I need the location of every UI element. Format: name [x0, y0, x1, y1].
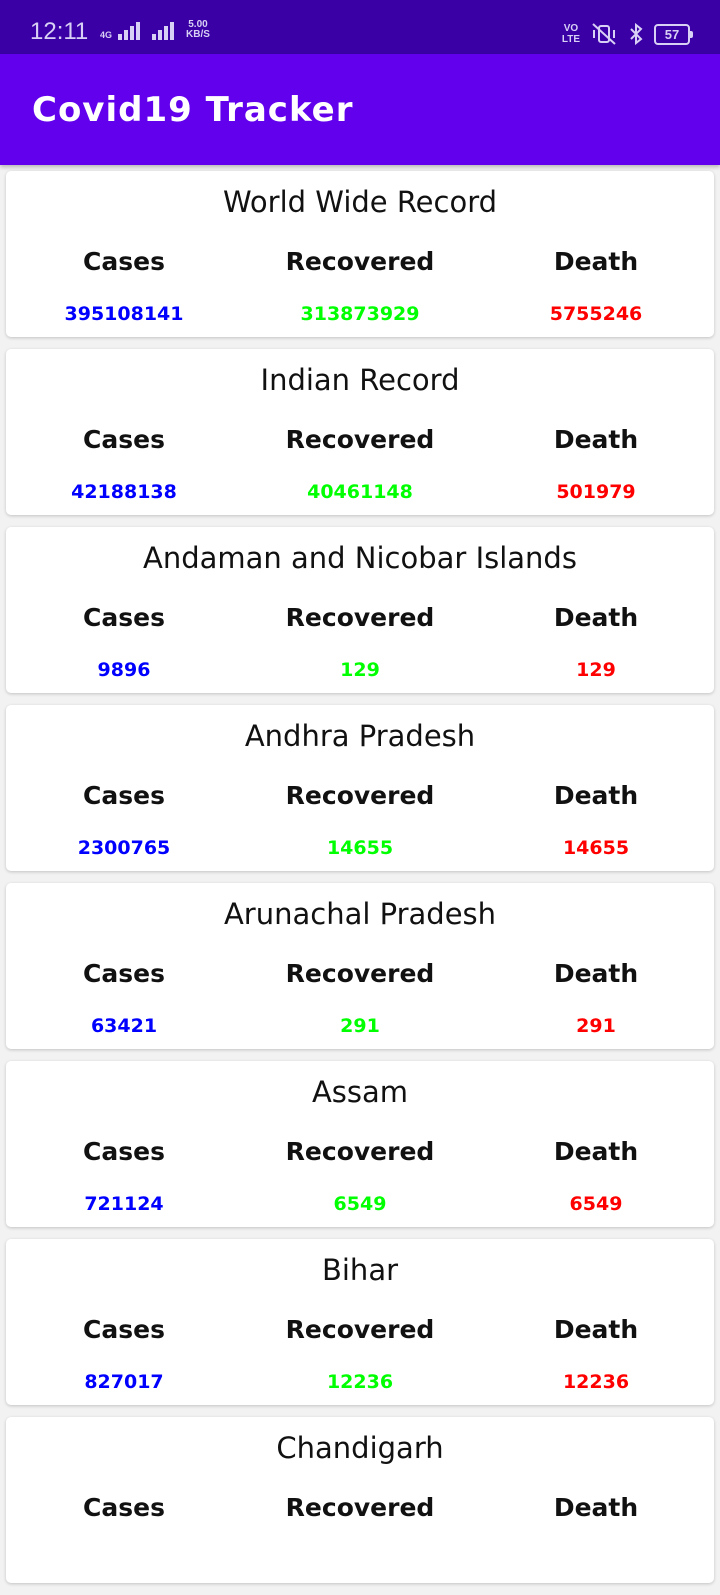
- cases-label: Cases: [83, 781, 165, 810]
- record-card[interactable]: Assam Cases Recovered Death 721124 6549 …: [6, 1061, 714, 1227]
- record-card[interactable]: Chandigarh Cases Recovered Death: [6, 1417, 714, 1583]
- death-value: 5755246: [549, 303, 643, 325]
- record-title: Andaman and Nicobar Islands: [143, 541, 577, 575]
- record-card[interactable]: Andaman and Nicobar Islands Cases Recove…: [6, 527, 714, 693]
- app-title: Covid19 Tracker: [32, 90, 354, 130]
- recovered-label: Recovered: [285, 1137, 435, 1166]
- cases-value: 9896: [97, 659, 151, 681]
- recovered-value: 12236: [326, 1371, 394, 1393]
- speed-unit: KB/S: [186, 29, 210, 40]
- app-bar: Covid19 Tracker: [0, 54, 720, 165]
- death-value: 12236: [562, 1371, 630, 1393]
- death-label: Death: [553, 1493, 639, 1522]
- death-label: Death: [553, 425, 639, 454]
- cases-label: Cases: [83, 1493, 165, 1522]
- status-time: 12:11: [30, 18, 89, 45]
- cases-label: Cases: [83, 425, 165, 454]
- death-label: Death: [553, 603, 639, 632]
- recovered-label: Recovered: [285, 781, 435, 810]
- recovered-value: 313873929: [300, 303, 420, 325]
- volte-icon: VO LTE: [562, 23, 580, 45]
- death-label: Death: [553, 781, 639, 810]
- mute-vibrate-icon: [592, 23, 616, 45]
- recovered-label: Recovered: [285, 1315, 435, 1344]
- cases-label: Cases: [83, 1137, 165, 1166]
- death-label: Death: [553, 1137, 639, 1166]
- record-title: World Wide Record: [222, 185, 498, 219]
- record-title: Indian Record: [260, 363, 460, 397]
- recovered-label: Recovered: [285, 959, 435, 988]
- cases-label: Cases: [83, 603, 165, 632]
- volte-bottom: LTE: [561, 34, 580, 45]
- cases-value: 63421: [90, 1015, 158, 1037]
- recovered-label: Recovered: [285, 1493, 435, 1522]
- record-title: Assam: [311, 1075, 409, 1109]
- recovered-value: 6549: [333, 1193, 387, 1215]
- recovered-value: 14655: [326, 837, 394, 859]
- death-label: Death: [553, 247, 639, 276]
- death-value: 129: [576, 659, 616, 681]
- recovered-label: Recovered: [285, 247, 435, 276]
- record-card[interactable]: World Wide Record Cases Recovered Death …: [6, 171, 714, 337]
- volte-top: VO: [563, 23, 579, 34]
- record-card[interactable]: Arunachal Pradesh Cases Recovered Death …: [6, 883, 714, 1049]
- record-card[interactable]: Indian Record Cases Recovered Death 4218…: [6, 349, 714, 515]
- record-title: Bihar: [321, 1253, 399, 1287]
- cases-label: Cases: [83, 1315, 165, 1344]
- death-label: Death: [553, 1315, 639, 1344]
- cases-value: 395108141: [64, 303, 184, 325]
- recovered-value: 129: [340, 659, 380, 681]
- record-card[interactable]: Andhra Pradesh Cases Recovered Death 230…: [6, 705, 714, 871]
- cases-value: 42188138: [71, 481, 177, 503]
- system-indicators: VO LTE 57: [562, 22, 693, 46]
- death-label: Death: [553, 959, 639, 988]
- network-type-label: 4G: [100, 30, 113, 40]
- death-value: 291: [576, 1015, 616, 1037]
- battery-icon: 57: [654, 23, 693, 45]
- speed-value: 5.00: [188, 19, 208, 30]
- recovered-value: 40461148: [307, 481, 413, 503]
- record-list[interactable]: World Wide Record Cases Recovered Death …: [6, 171, 714, 1595]
- cases-value: 2300765: [77, 837, 171, 859]
- cases-value: 827017: [84, 1371, 164, 1393]
- network-indicators: 4G 5.00 KB/S: [100, 20, 210, 40]
- recovered-label: Recovered: [285, 603, 435, 632]
- signal-bars-icon-2: [152, 20, 175, 40]
- cases-value: 721124: [84, 1193, 164, 1215]
- status-bar: 12:11 4G 5.00 KB/S VO LTE 57: [0, 0, 720, 54]
- death-value: 6549: [569, 1193, 623, 1215]
- network-speed: 5.00 KB/S: [186, 20, 210, 40]
- bluetooth-icon: [630, 22, 643, 46]
- record-title: Chandigarh: [276, 1431, 444, 1465]
- record-title: Arunachal Pradesh: [223, 897, 497, 931]
- record-title: Andhra Pradesh: [244, 719, 476, 753]
- cases-label: Cases: [83, 247, 165, 276]
- death-value: 501979: [556, 481, 636, 503]
- cases-label: Cases: [83, 959, 165, 988]
- recovered-value: 291: [340, 1015, 380, 1037]
- signal-bars-icon: [118, 20, 141, 40]
- record-card[interactable]: Bihar Cases Recovered Death 827017 12236…: [6, 1239, 714, 1405]
- death-value: 14655: [562, 837, 630, 859]
- recovered-label: Recovered: [285, 425, 435, 454]
